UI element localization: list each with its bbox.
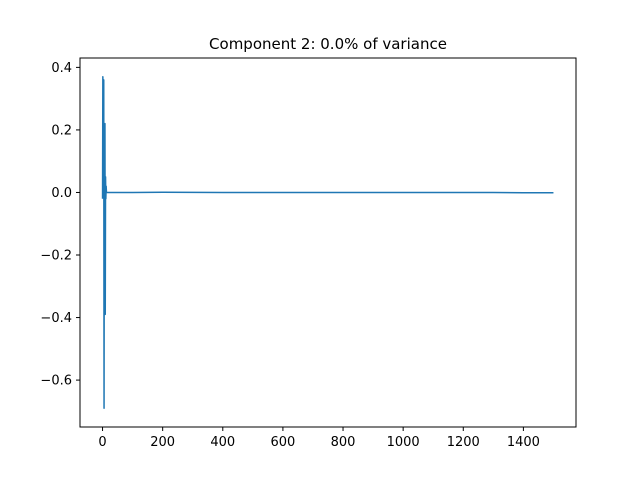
- y-tick-label: −0.2: [40, 249, 72, 264]
- x-tick-label: 800: [331, 435, 356, 450]
- x-tick-label: 600: [270, 435, 295, 450]
- plot-area: [101, 76, 554, 409]
- chart-title: Component 2: 0.0% of variance: [209, 35, 447, 53]
- x-tick-label: 1400: [507, 435, 540, 450]
- y-tick-label: 0.0: [51, 186, 72, 201]
- x-tick-label: 200: [150, 435, 175, 450]
- y-axis: −0.6 −0.4 −0.2 0.0 0.2 0.4: [40, 61, 80, 389]
- x-tick-label: 400: [210, 435, 235, 450]
- x-axis: 0 200 400 600 800 1000 1200 1400: [98, 427, 540, 450]
- axes-frame: [79, 57, 577, 428]
- y-tick-label: 0.4: [51, 61, 72, 76]
- x-tick-label: 1000: [387, 435, 420, 450]
- y-tick-label: 0.2: [51, 123, 72, 138]
- y-tick-label: −0.6: [40, 374, 72, 389]
- x-tick-label: 0: [98, 435, 106, 450]
- y-tick-label: −0.4: [40, 311, 72, 326]
- series-line-0: [101, 76, 554, 409]
- x-tick-label: 1200: [447, 435, 480, 450]
